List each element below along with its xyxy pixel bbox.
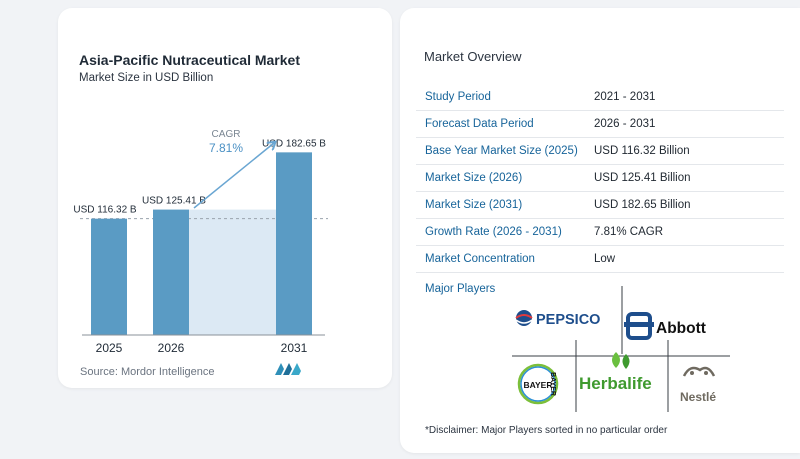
pepsico-wordmark: PEPSICO [536,312,600,328]
data-label-2031: USD 182.65 B [262,138,326,149]
table-row: Base Year Market Size (2025) USD 116.32 … [416,137,784,166]
bar-2031 [276,152,312,335]
svg-text:BAYER: BAYER [549,372,556,396]
nestle-wordmark: Nestlé [680,390,716,404]
bayer-logo: BAYER BAYER [517,363,559,405]
bar-2025 [91,218,127,335]
market-overview-table: Study Period 2021 - 2031 Forecast Data P… [416,84,784,273]
herbalife-logo: Herbalife [579,352,652,393]
table-row: Market Size (2031) USD 182.65 Billion [416,191,784,219]
row-value: 7.81% CAGR [586,218,784,246]
row-value: USD 125.41 Billion [586,164,784,193]
table-row: Growth Rate (2026 - 2031) 7.81% CAGR [416,218,784,246]
x-tick-label-2026: 2026 [158,341,185,355]
table-row: Study Period 2021 - 2031 [416,84,784,112]
data-label-2026: USD 125.41 B [142,196,206,207]
row-value: USD 182.65 Billion [586,191,784,219]
cagr-value: 7.81% [209,141,243,155]
bar-2026 [153,209,189,335]
pepsico-logo: PEPSICO [515,310,600,328]
overview-title: Market Overview [424,49,522,64]
row-label: Market Size (2031) [416,191,586,219]
chart-title: Asia-Pacific Nutraceutical Market [79,52,300,68]
leaf-icon [612,352,620,368]
chart-subtitle: Market Size in USD Billion [79,72,214,84]
mordor-intelligence-logo [275,363,301,375]
table-row: Market Size (2026) USD 125.41 Billion [416,164,784,193]
cagr-arrow [193,143,274,209]
bayer-cross-icon [517,363,559,405]
row-label: Forecast Data Period [416,110,586,139]
table-row: Market Concentration Low [416,245,784,273]
nestle-logo: Nestlé [680,366,716,404]
growth-area [189,209,276,335]
row-label: Market Size (2026) [416,164,586,193]
row-value: USD 116.32 Billion [586,137,784,166]
row-label: Growth Rate (2026 - 2031) [416,218,586,246]
abbott-logo: Abbott [624,312,706,340]
x-tick-label-2031: 2031 [281,341,308,355]
nest-icon [682,366,716,377]
source-note: Source: Mordor Intelligence [80,366,215,378]
cagr-label: CAGR [212,129,241,140]
major-players-title: Major Players [425,283,496,295]
table-row: Forecast Data Period 2026 - 2031 [416,110,784,139]
bar-chart: USD 116.32 B USD 125.41 B USD 182.65 B 2025… [73,129,328,355]
row-value: 2026 - 2031 [586,110,784,139]
row-value: 2021 - 2031 [586,84,784,112]
x-tick-label-2025: 2025 [96,341,123,355]
abbott-wordmark: Abbott [656,320,706,337]
row-label: Base Year Market Size (2025) [416,137,586,166]
bayer-wordmark: BAYER [524,380,553,390]
disclaimer-note: *Disclaimer: Major Players sorted in no … [425,425,668,436]
row-label: Market Concentration [416,245,586,273]
data-label-2025: USD 116.32 B [73,205,137,216]
row-label: Study Period [416,84,586,112]
herbalife-wordmark: Herbalife [579,374,652,393]
row-value: Low [586,245,784,273]
